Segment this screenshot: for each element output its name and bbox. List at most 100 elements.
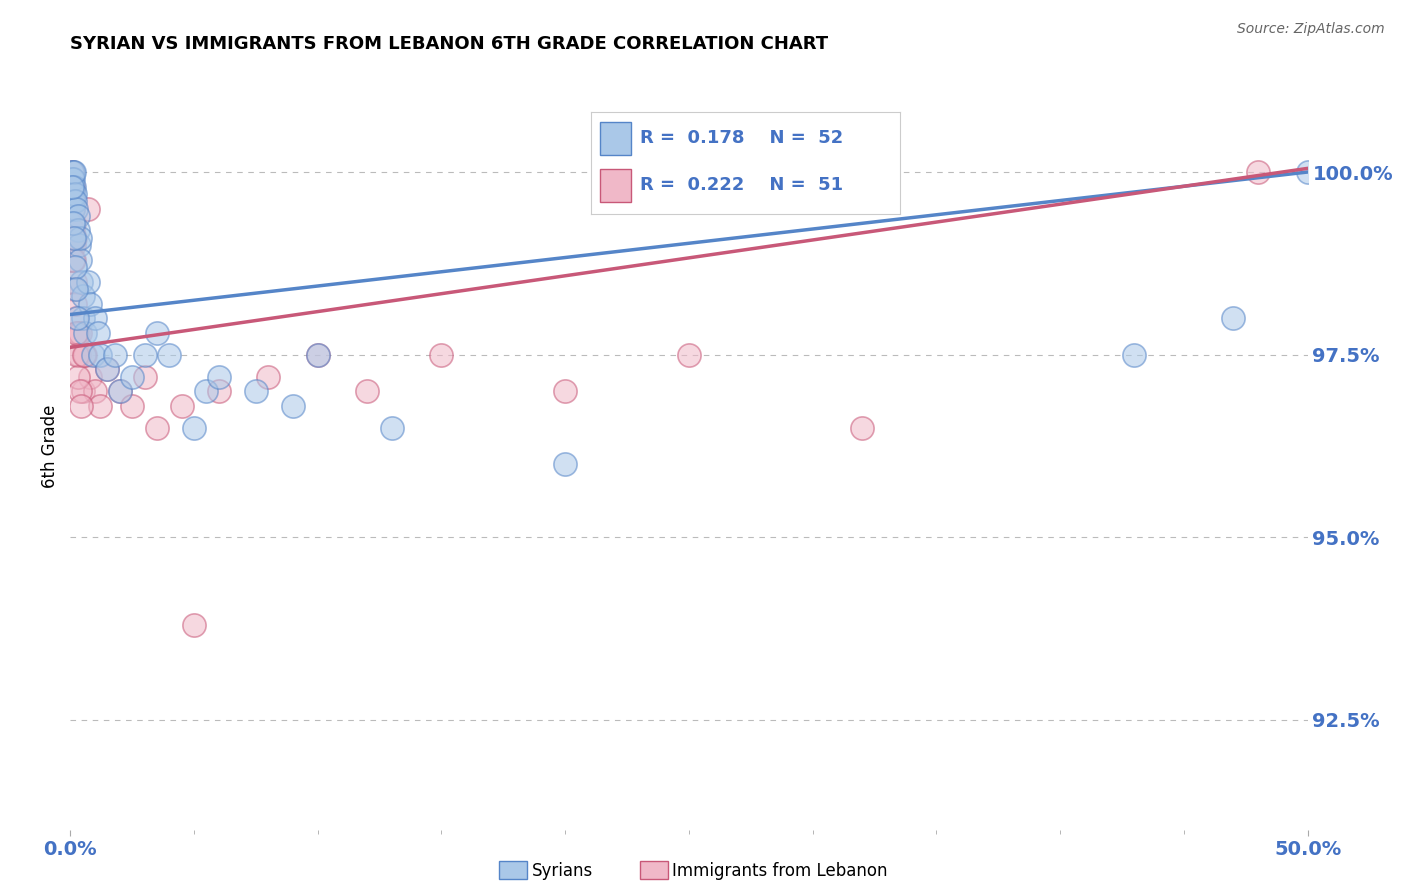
Point xyxy=(75,348,97,362)
Point xyxy=(62,172,84,186)
Point xyxy=(60,179,83,194)
Point xyxy=(157,348,180,362)
Text: Syrians: Syrians xyxy=(531,862,593,880)
Point xyxy=(1247,165,1270,179)
Point xyxy=(62,252,84,267)
Point xyxy=(62,194,84,209)
Point xyxy=(121,369,143,384)
Point xyxy=(79,369,101,384)
Point xyxy=(62,231,84,245)
Point xyxy=(183,618,205,632)
Point xyxy=(1296,165,1319,179)
Point xyxy=(79,296,101,310)
Point xyxy=(60,194,83,209)
Point xyxy=(63,238,86,252)
Point xyxy=(851,421,873,435)
Point xyxy=(65,202,87,216)
Point xyxy=(1123,348,1146,362)
Point xyxy=(65,282,87,296)
Point xyxy=(72,289,94,303)
Point xyxy=(70,275,93,289)
Point xyxy=(63,179,86,194)
Point xyxy=(60,223,83,237)
Point xyxy=(67,369,90,384)
Point xyxy=(108,384,131,399)
Point xyxy=(67,348,90,362)
Point xyxy=(430,348,453,362)
Y-axis label: 6th Grade: 6th Grade xyxy=(41,404,59,488)
Point xyxy=(82,348,104,362)
Point xyxy=(76,202,98,216)
Point xyxy=(62,282,84,296)
Point xyxy=(257,369,280,384)
Point xyxy=(208,384,231,399)
Point xyxy=(60,202,83,216)
Point xyxy=(307,348,329,362)
Point xyxy=(76,275,98,289)
Point xyxy=(70,399,93,413)
Point xyxy=(67,238,90,252)
Text: SYRIAN VS IMMIGRANTS FROM LEBANON 6TH GRADE CORRELATION CHART: SYRIAN VS IMMIGRANTS FROM LEBANON 6TH GR… xyxy=(70,35,828,53)
Point xyxy=(1222,311,1244,326)
Point xyxy=(62,216,84,230)
Point xyxy=(60,165,83,179)
Point xyxy=(72,384,94,399)
Point xyxy=(170,399,193,413)
Point xyxy=(60,238,83,252)
Point xyxy=(134,348,156,362)
FancyBboxPatch shape xyxy=(600,169,631,202)
Point xyxy=(65,326,87,340)
Point xyxy=(66,311,89,326)
Point xyxy=(69,231,91,245)
Point xyxy=(62,216,84,230)
Point xyxy=(66,348,89,362)
Point xyxy=(208,369,231,384)
Point xyxy=(69,384,91,399)
Point xyxy=(72,311,94,326)
Text: R =  0.222    N =  51: R = 0.222 N = 51 xyxy=(640,177,844,194)
Point xyxy=(66,209,89,223)
Point xyxy=(84,311,107,326)
Point xyxy=(66,326,89,340)
Point xyxy=(281,399,304,413)
Point xyxy=(84,384,107,399)
Point xyxy=(381,421,404,435)
Point xyxy=(73,348,96,362)
Point xyxy=(63,260,86,274)
Point xyxy=(104,348,127,362)
Point xyxy=(62,165,84,179)
Point xyxy=(121,399,143,413)
Point xyxy=(86,326,108,340)
Point xyxy=(60,179,83,194)
Point xyxy=(60,172,83,186)
Point xyxy=(89,348,111,362)
Point xyxy=(62,186,84,201)
Point xyxy=(554,384,576,399)
Point xyxy=(65,311,87,326)
Point xyxy=(65,275,87,289)
Point xyxy=(63,252,86,267)
Point xyxy=(62,194,84,209)
Point xyxy=(356,384,378,399)
Point xyxy=(307,348,329,362)
Point xyxy=(183,421,205,435)
Point xyxy=(63,296,86,310)
Point xyxy=(62,179,84,194)
Point xyxy=(63,165,86,179)
Point xyxy=(62,231,84,245)
Point xyxy=(62,202,84,216)
Point xyxy=(65,186,87,201)
FancyBboxPatch shape xyxy=(600,122,631,154)
Text: Source: ZipAtlas.com: Source: ZipAtlas.com xyxy=(1237,22,1385,37)
Point xyxy=(146,421,169,435)
Point xyxy=(678,348,700,362)
Point xyxy=(134,369,156,384)
Point xyxy=(69,326,91,340)
Point xyxy=(62,202,84,216)
Point xyxy=(554,457,576,471)
Point xyxy=(62,223,84,237)
Point xyxy=(66,223,89,237)
Text: R =  0.178    N =  52: R = 0.178 N = 52 xyxy=(640,129,844,147)
Point xyxy=(65,194,87,209)
Point xyxy=(60,179,83,194)
